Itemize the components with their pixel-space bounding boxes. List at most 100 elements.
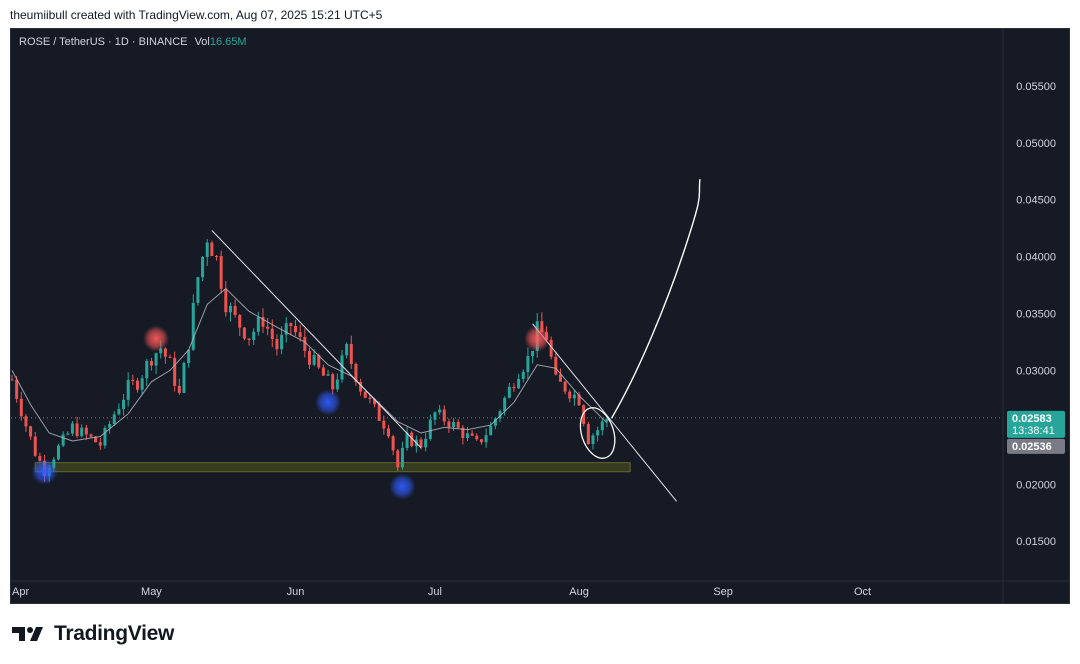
candle-body bbox=[396, 450, 400, 468]
candle-body bbox=[475, 435, 479, 440]
candle-body bbox=[531, 350, 535, 357]
candle-body bbox=[219, 256, 223, 289]
candle-body bbox=[103, 427, 107, 446]
x-tick-label: Apr bbox=[12, 586, 29, 598]
candle-body bbox=[307, 350, 311, 365]
y-tick-label: 0.03000 bbox=[1016, 365, 1056, 377]
candle-body bbox=[94, 436, 98, 443]
candle-body bbox=[419, 439, 423, 448]
candle-body bbox=[331, 374, 335, 390]
candle-body bbox=[298, 332, 302, 337]
candle-body bbox=[145, 361, 149, 379]
candle-body bbox=[321, 367, 325, 376]
candle-body bbox=[558, 374, 562, 382]
candle-body bbox=[89, 434, 93, 437]
candle-body bbox=[256, 317, 260, 332]
moving-average-line bbox=[11, 287, 608, 442]
candle-body bbox=[294, 326, 298, 333]
candle-body bbox=[582, 405, 586, 425]
candle-body bbox=[182, 363, 186, 393]
candle-body bbox=[493, 418, 497, 426]
y-tick-label: 0.01500 bbox=[1016, 536, 1056, 548]
blue-highlight-marker bbox=[315, 389, 342, 416]
candle-body bbox=[317, 355, 321, 368]
candle-body bbox=[215, 255, 219, 257]
candle-body bbox=[498, 411, 502, 419]
candle-body bbox=[187, 349, 191, 364]
ma-value-label-text: 0.02536 bbox=[1012, 441, 1052, 453]
candle-body bbox=[354, 363, 358, 382]
candle-body bbox=[586, 424, 590, 445]
candle-body bbox=[359, 381, 363, 392]
tradingview-logo[interactable]: TradingView bbox=[12, 622, 174, 646]
candle-body bbox=[112, 414, 116, 424]
candle-body bbox=[382, 420, 386, 429]
candle-body bbox=[400, 447, 404, 468]
candle-body bbox=[168, 356, 172, 358]
symbol-legend: ROSE / TetherUS · 1D · BINANCE Vol16.65M bbox=[19, 36, 247, 48]
candle-body bbox=[442, 409, 446, 422]
candle-body bbox=[66, 433, 70, 435]
candle-body bbox=[484, 435, 488, 443]
candle-body bbox=[201, 256, 205, 278]
candle-body bbox=[363, 391, 367, 398]
current-price-label-text: 13:38:41 bbox=[1012, 425, 1055, 437]
candle-body bbox=[345, 343, 349, 356]
chart-attribution: theumiibull created with TradingView.com… bbox=[10, 8, 383, 22]
candle-body bbox=[549, 339, 553, 357]
candle-body bbox=[70, 423, 74, 434]
candle-body bbox=[75, 423, 79, 437]
candle-body bbox=[61, 434, 65, 446]
y-tick-label: 0.05500 bbox=[1016, 81, 1056, 93]
price-chart[interactable]: 0.05500 0.05000 0.04500 0.04000 0.03500 0.030… bbox=[11, 29, 1070, 604]
candle-body bbox=[577, 394, 581, 406]
candle-body bbox=[56, 445, 60, 460]
chart-panel[interactable]: 0.05500 0.05000 0.04500 0.04000 0.03500 0.030… bbox=[10, 28, 1070, 604]
candle-body bbox=[33, 436, 37, 456]
candle-body bbox=[489, 425, 493, 436]
candle-body bbox=[303, 336, 307, 351]
candle-body bbox=[591, 435, 595, 445]
candle-body bbox=[242, 327, 246, 339]
y-tick-label: 0.03500 bbox=[1016, 309, 1056, 321]
candle-body bbox=[312, 355, 316, 365]
candle-body bbox=[507, 386, 511, 398]
symbol-title: ROSE / TetherUS · 1D · BINANCE bbox=[19, 36, 188, 48]
candle-body bbox=[29, 426, 33, 437]
candle-body bbox=[433, 412, 437, 420]
candle-body bbox=[479, 439, 483, 443]
volume-value: 16.65M bbox=[209, 36, 247, 48]
candle-body bbox=[270, 328, 274, 339]
candle-body bbox=[438, 409, 442, 413]
candle-body bbox=[252, 331, 256, 340]
candle-body bbox=[410, 432, 414, 447]
candle-body bbox=[173, 357, 177, 386]
trendline-may bbox=[211, 230, 422, 449]
candle-body bbox=[465, 433, 469, 439]
candle-body bbox=[521, 371, 525, 379]
blue-highlight-marker bbox=[389, 473, 416, 500]
x-tick-label: Jul bbox=[428, 586, 442, 598]
candle-body bbox=[24, 416, 28, 427]
y-tick-label: 0.04500 bbox=[1016, 195, 1056, 207]
candle-body bbox=[15, 379, 19, 399]
candle-body bbox=[131, 379, 135, 381]
x-tick-label: Oct bbox=[854, 586, 871, 598]
candle-body bbox=[373, 398, 377, 405]
candle-body bbox=[596, 430, 600, 436]
candle-body bbox=[605, 418, 609, 422]
candle-body bbox=[563, 381, 567, 392]
candle-body bbox=[600, 421, 604, 431]
current-price-label-text: 0.02583 bbox=[1012, 413, 1052, 425]
candle-body bbox=[159, 348, 163, 354]
candle-body bbox=[247, 338, 251, 340]
candle-body bbox=[228, 305, 232, 313]
candle-body bbox=[210, 242, 214, 256]
candle-body bbox=[38, 455, 42, 461]
candle-body bbox=[386, 428, 390, 437]
candle-body bbox=[368, 397, 372, 399]
candle-body bbox=[205, 242, 209, 257]
blue-highlight-marker bbox=[31, 458, 58, 485]
tradingview-wordmark: TradingView bbox=[54, 622, 175, 645]
x-tick-label: Sep bbox=[713, 586, 733, 598]
